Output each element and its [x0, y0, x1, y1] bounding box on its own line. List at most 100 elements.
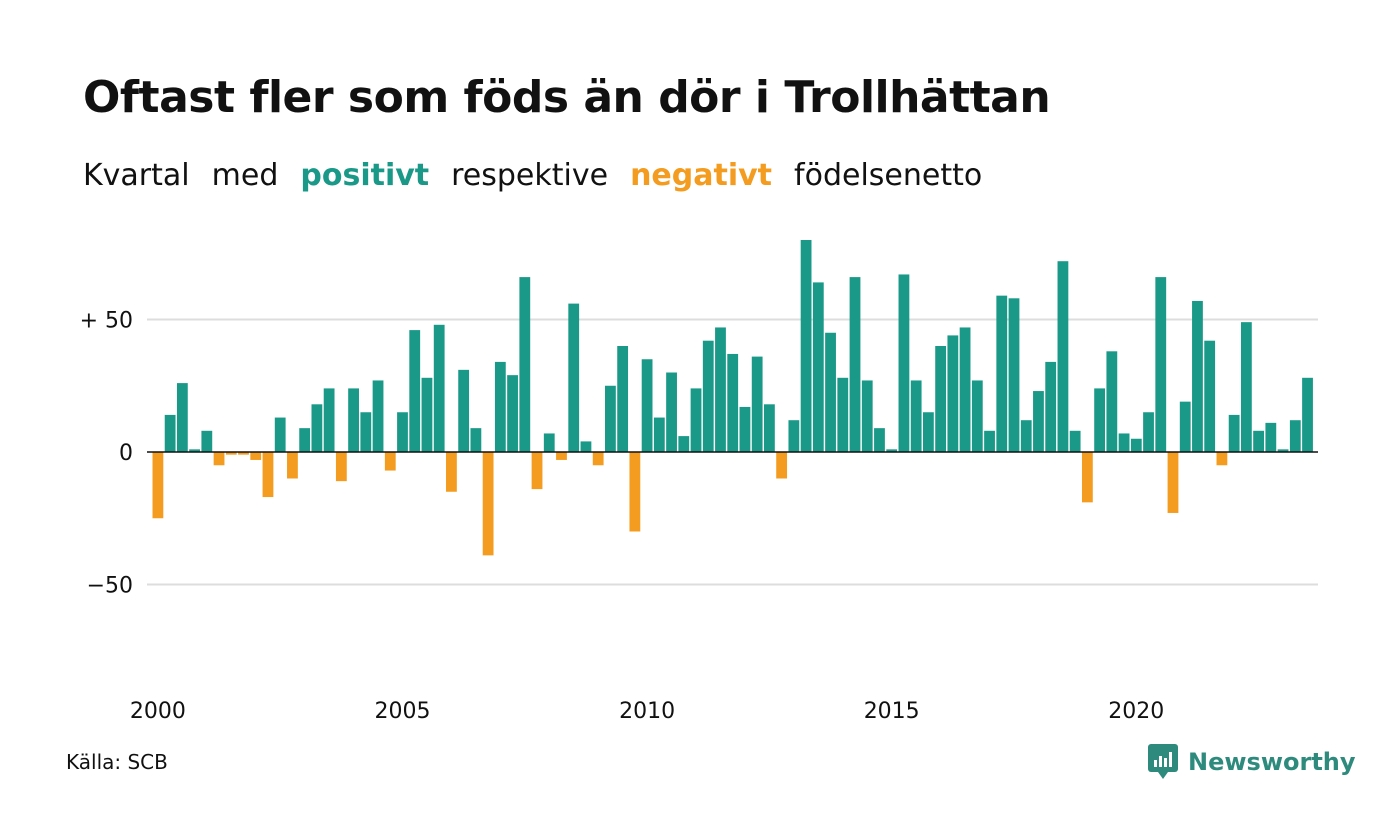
bar — [874, 428, 885, 452]
bar — [250, 452, 262, 460]
x-tick-label: 2010 — [619, 699, 675, 724]
bar — [494, 361, 506, 452]
bar — [1143, 412, 1154, 452]
subtitle-part-4: födelsenetto — [794, 158, 983, 193]
bar — [1192, 300, 1203, 452]
bar — [764, 404, 775, 452]
bar — [360, 412, 372, 452]
bar — [164, 414, 176, 452]
bar — [519, 277, 531, 452]
bar — [543, 433, 555, 452]
bars — [152, 240, 1313, 556]
bar — [1289, 420, 1301, 452]
bar — [788, 420, 800, 452]
bar — [837, 377, 849, 452]
bar — [311, 404, 323, 452]
bar — [898, 274, 910, 452]
bar — [446, 452, 457, 492]
bar — [971, 380, 983, 452]
bar — [1106, 351, 1118, 452]
bar — [727, 353, 739, 452]
bar — [482, 452, 494, 556]
bar — [323, 388, 335, 452]
bar — [653, 417, 665, 452]
bar — [666, 372, 677, 452]
bar — [776, 452, 788, 479]
x-tick-label: 2020 — [1108, 699, 1164, 724]
bar — [947, 335, 959, 452]
bar — [1081, 452, 1093, 503]
brand-logo: Newsworthy — [1148, 744, 1356, 780]
subtitle-part-3: respektive — [451, 158, 609, 193]
bar — [984, 430, 995, 452]
y-tick-label: 0 — [119, 441, 133, 466]
bar — [996, 295, 1008, 452]
bar — [397, 412, 408, 452]
bar — [1216, 452, 1228, 466]
bar — [751, 356, 763, 452]
y-axis-ticks: + 50 0 −50 — [80, 309, 133, 599]
bar — [1045, 361, 1057, 452]
subtitle-part-2: med — [211, 158, 279, 193]
bar — [189, 449, 200, 452]
bar — [335, 452, 347, 482]
bar — [1020, 420, 1032, 452]
bar — [507, 375, 518, 452]
bar — [201, 430, 213, 452]
bar — [384, 452, 396, 471]
bar — [1277, 449, 1289, 452]
bar — [531, 452, 543, 490]
x-axis-ticks: 2000 2005 2010 2015 2020 — [130, 699, 1164, 724]
bar — [1008, 298, 1020, 452]
bar — [1179, 401, 1191, 452]
bar — [1240, 322, 1252, 452]
subtitle-positive: positivt — [300, 158, 430, 193]
bar — [1204, 340, 1216, 452]
x-tick-label: 2005 — [375, 699, 431, 724]
bar — [922, 412, 934, 452]
bar — [1094, 388, 1106, 452]
bar — [1118, 433, 1130, 452]
bar — [568, 303, 580, 452]
bar — [556, 452, 567, 460]
bar — [1265, 422, 1277, 452]
bar — [849, 277, 861, 452]
bar — [299, 428, 311, 452]
brand-name: Newsworthy — [1188, 748, 1356, 776]
bar — [641, 359, 653, 452]
bar — [959, 327, 971, 452]
bar — [1057, 261, 1069, 452]
bar — [886, 449, 898, 452]
x-tick-label: 2000 — [130, 699, 186, 724]
bar — [225, 452, 237, 455]
bar — [1033, 391, 1044, 452]
bar — [861, 380, 873, 452]
source-label: Källa: SCB — [66, 750, 168, 774]
bar — [739, 406, 751, 452]
bar — [274, 417, 286, 452]
bar — [935, 346, 947, 452]
bar — [1155, 277, 1167, 452]
bar — [690, 388, 702, 452]
bar — [1167, 452, 1179, 513]
bar — [470, 428, 482, 452]
subtitle-part-1: Kvartal — [83, 158, 190, 193]
y-tick-label: −50 — [87, 574, 133, 599]
bar — [812, 282, 824, 452]
chart-subtitle: Kvartal med positivt respektive negativt föde… — [83, 158, 1004, 193]
newsworthy-logo-icon — [1148, 744, 1178, 779]
bar — [287, 452, 298, 479]
bar — [1302, 377, 1313, 452]
gridlines — [147, 318, 1318, 586]
bar-chart: + 50 0 −50 2000 2005 2010 2015 2020 — [80, 240, 1318, 724]
bar — [617, 346, 629, 452]
chart-title: Oftast fler som föds än dör i Trollhätta… — [83, 72, 1051, 123]
x-tick-label: 2015 — [864, 699, 920, 724]
bar — [421, 377, 433, 452]
bar — [238, 452, 249, 455]
bar — [605, 385, 616, 452]
bar — [176, 383, 188, 452]
bar — [702, 340, 714, 452]
bar — [372, 380, 384, 452]
bar — [409, 330, 421, 452]
